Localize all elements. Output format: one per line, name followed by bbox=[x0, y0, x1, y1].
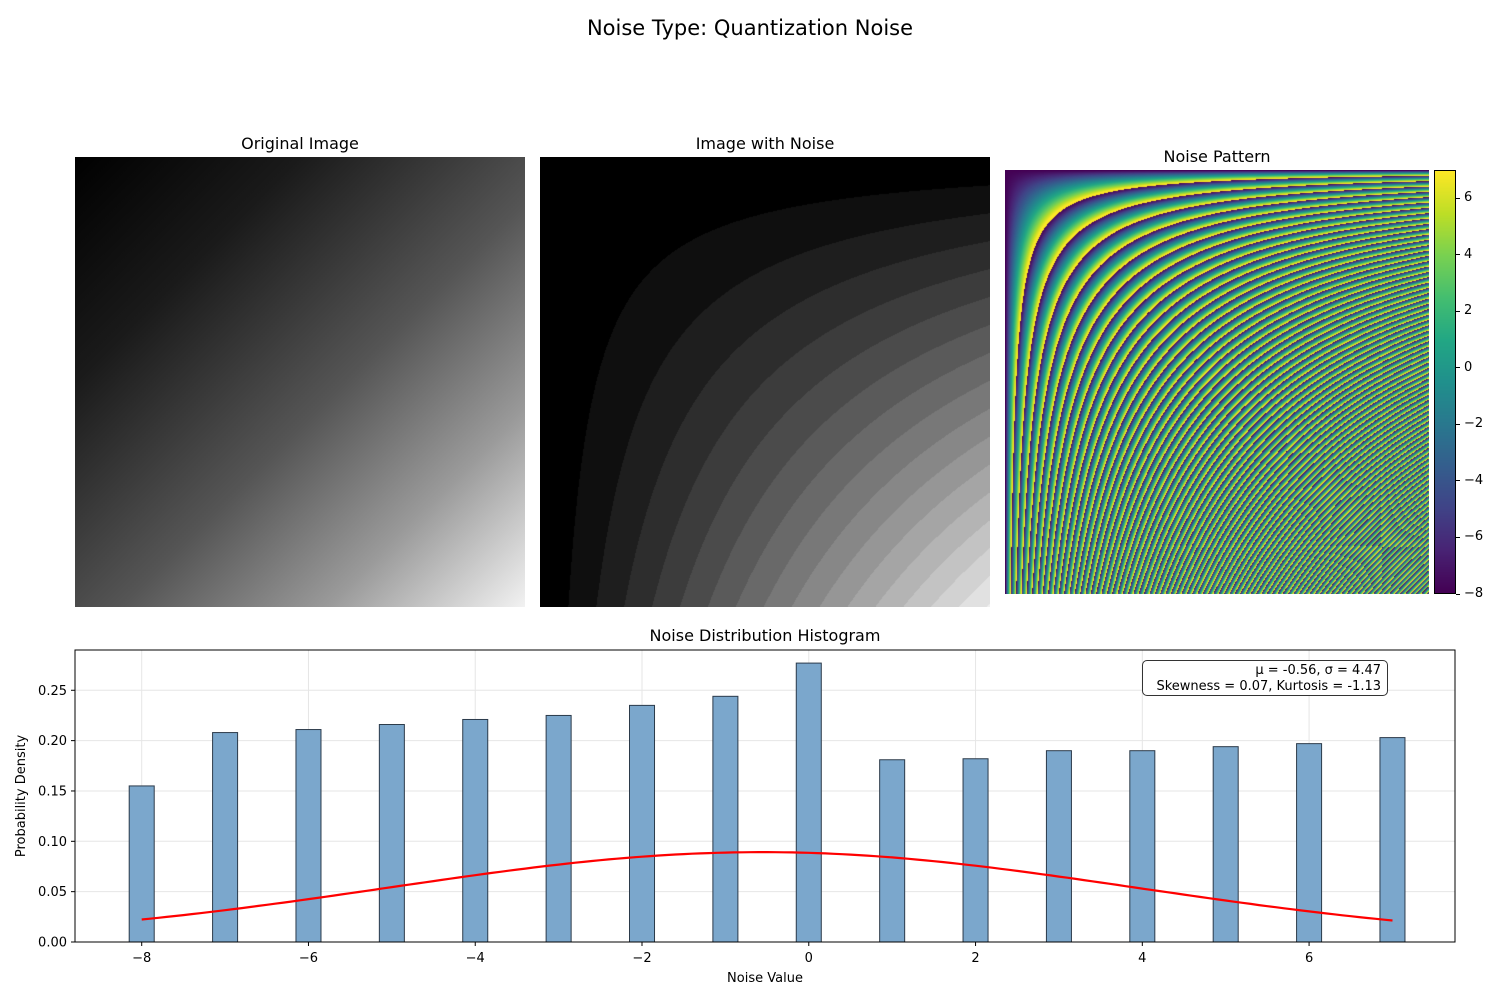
colorbar-tick-mark bbox=[1456, 310, 1460, 312]
colorbar-tick-mark bbox=[1456, 197, 1460, 199]
histogram-bar bbox=[212, 732, 239, 943]
x-tick-label: −2 bbox=[632, 951, 651, 966]
normal-fit-curve bbox=[141, 851, 1393, 922]
noise-pattern-title: Noise Pattern bbox=[1163, 147, 1271, 166]
colorbar-tick-mark bbox=[1456, 593, 1460, 595]
x-tick-label: 2 bbox=[971, 951, 979, 966]
stats-line-mean-sigma: μ = -0.56, σ = 4.47 bbox=[1255, 663, 1381, 678]
x-tick-label: −6 bbox=[299, 951, 318, 966]
y-tick-label: 0.10 bbox=[38, 835, 67, 850]
y-tick-label: 0.25 bbox=[38, 684, 67, 699]
noisy-image bbox=[540, 157, 990, 607]
colorbar-tick-mark bbox=[1456, 480, 1460, 482]
figure-title: Noise Type: Quantization Noise bbox=[586, 16, 914, 40]
histogram-bar bbox=[1379, 737, 1406, 943]
colorbar-tick-label: 6 bbox=[1464, 190, 1473, 206]
colorbar-tick-label: 4 bbox=[1464, 246, 1473, 262]
original-image-title: Original Image bbox=[241, 134, 359, 153]
y-tick-label: 0.15 bbox=[38, 784, 67, 799]
histogram-title: Noise Distribution Histogram bbox=[650, 626, 881, 645]
colorbar-tick-label: 2 bbox=[1464, 303, 1473, 319]
colorbar-tick-mark bbox=[1456, 254, 1460, 256]
plot-frame bbox=[74, 649, 1456, 943]
y-axis-label: Probability Density bbox=[14, 735, 29, 858]
y-tick-label: 0.05 bbox=[38, 885, 67, 900]
y-tick-label: 0.20 bbox=[38, 734, 67, 749]
stats-line-skew-kurt: Skewness = 0.07, Kurtosis = -1.13 bbox=[1156, 679, 1381, 694]
stats-box: μ = -0.56, σ = 4.47 Skewness = 0.07, Kur… bbox=[1142, 660, 1388, 696]
x-axis-label: Noise Value bbox=[727, 971, 803, 986]
histogram-bar bbox=[295, 729, 322, 943]
histogram-bar bbox=[1129, 750, 1156, 943]
histogram-bar bbox=[128, 785, 155, 943]
x-tick-label: 0 bbox=[805, 951, 813, 966]
colorbar-tick-mark bbox=[1456, 536, 1460, 538]
histogram-bar bbox=[879, 759, 906, 943]
colorbar-tick-label: −2 bbox=[1464, 416, 1484, 432]
histogram-bar bbox=[795, 662, 822, 943]
histogram-bar bbox=[545, 714, 572, 943]
colorbar-tick-mark bbox=[1456, 423, 1460, 425]
histogram-bar bbox=[962, 758, 989, 943]
y-tick-label: 0.00 bbox=[38, 936, 67, 951]
noise-pattern-image bbox=[1005, 170, 1429, 594]
colorbar bbox=[1434, 170, 1456, 594]
histogram-bar bbox=[1045, 750, 1072, 943]
histogram-bar bbox=[712, 695, 739, 943]
colorbar-tick-label: −8 bbox=[1464, 586, 1484, 601]
histogram-bar bbox=[462, 718, 489, 943]
colorbar-tick-mark bbox=[1456, 367, 1460, 369]
x-tick-label: −4 bbox=[466, 951, 485, 966]
noisy-image-title: Image with Noise bbox=[695, 134, 835, 153]
colorbar-tick-label: −6 bbox=[1464, 529, 1484, 545]
colorbar-tick-label: 0 bbox=[1464, 359, 1473, 375]
histogram-bar bbox=[1212, 746, 1239, 943]
histogram-bar bbox=[629, 704, 656, 943]
x-tick-label: −8 bbox=[132, 951, 151, 966]
x-tick-label: 6 bbox=[1305, 951, 1313, 966]
x-tick-label: 4 bbox=[1138, 951, 1146, 966]
colorbar-tick-label: −4 bbox=[1464, 472, 1484, 488]
histogram-bar bbox=[378, 724, 405, 943]
original-image bbox=[75, 157, 525, 607]
